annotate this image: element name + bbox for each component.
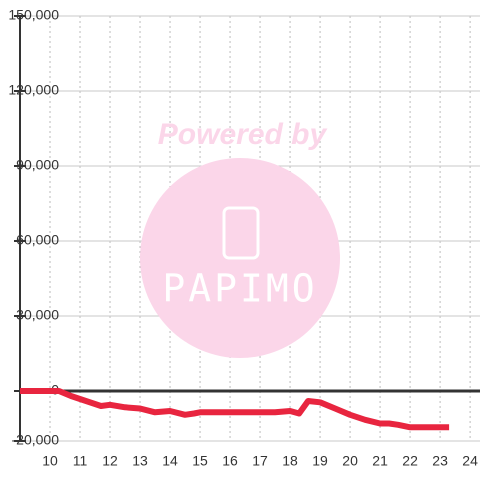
- x-tick-label: 22: [402, 453, 418, 469]
- x-tick-label: 11: [73, 453, 88, 469]
- x-tick-label: 23: [432, 453, 448, 469]
- x-tick-label: 17: [252, 453, 268, 469]
- x-tick-label: 16: [222, 453, 238, 469]
- x-tick-label: 15: [192, 453, 208, 469]
- y-tick-label: 150,000: [8, 7, 59, 23]
- watermark: Powered by PAPIMO: [140, 118, 340, 358]
- x-tick-label: 24: [462, 453, 478, 469]
- y-tick-label: 90,000: [16, 157, 59, 173]
- x-tick-label: 10: [42, 453, 58, 469]
- y-tick-label: 60,000: [16, 232, 59, 248]
- x-tick-label: 21: [372, 453, 388, 469]
- x-tick-label: 18: [282, 453, 298, 469]
- x-tick-label: 12: [102, 453, 118, 469]
- watermark-logo: PAPIMO: [162, 267, 317, 311]
- data-line: [20, 388, 450, 431]
- x-tick-label: 20: [342, 453, 358, 469]
- x-tick-label: 14: [162, 453, 178, 469]
- grid: [20, 15, 480, 442]
- x-tick-label: 19: [312, 453, 328, 469]
- y-tick-label: -20,000: [12, 432, 60, 448]
- watermark-text: Powered by: [158, 118, 328, 151]
- y-tick-label: 30,000: [16, 307, 59, 323]
- y-tick-label: 120,000: [8, 82, 59, 98]
- watermark-phone: [222, 206, 260, 260]
- x-tick-label: 13: [132, 453, 148, 469]
